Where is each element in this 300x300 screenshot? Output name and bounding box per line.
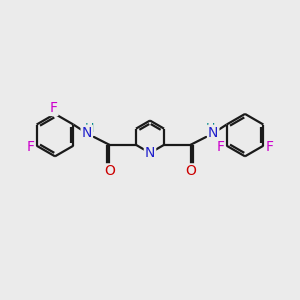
Text: F: F (216, 140, 224, 154)
Text: N: N (82, 126, 92, 140)
Text: O: O (185, 164, 196, 178)
Text: H: H (85, 122, 94, 135)
Text: H: H (206, 122, 215, 135)
Text: F: F (266, 140, 274, 154)
Text: N: N (145, 146, 155, 160)
Text: F: F (26, 140, 34, 154)
Text: F: F (50, 101, 58, 115)
Text: N: N (208, 126, 218, 140)
Text: O: O (104, 164, 115, 178)
